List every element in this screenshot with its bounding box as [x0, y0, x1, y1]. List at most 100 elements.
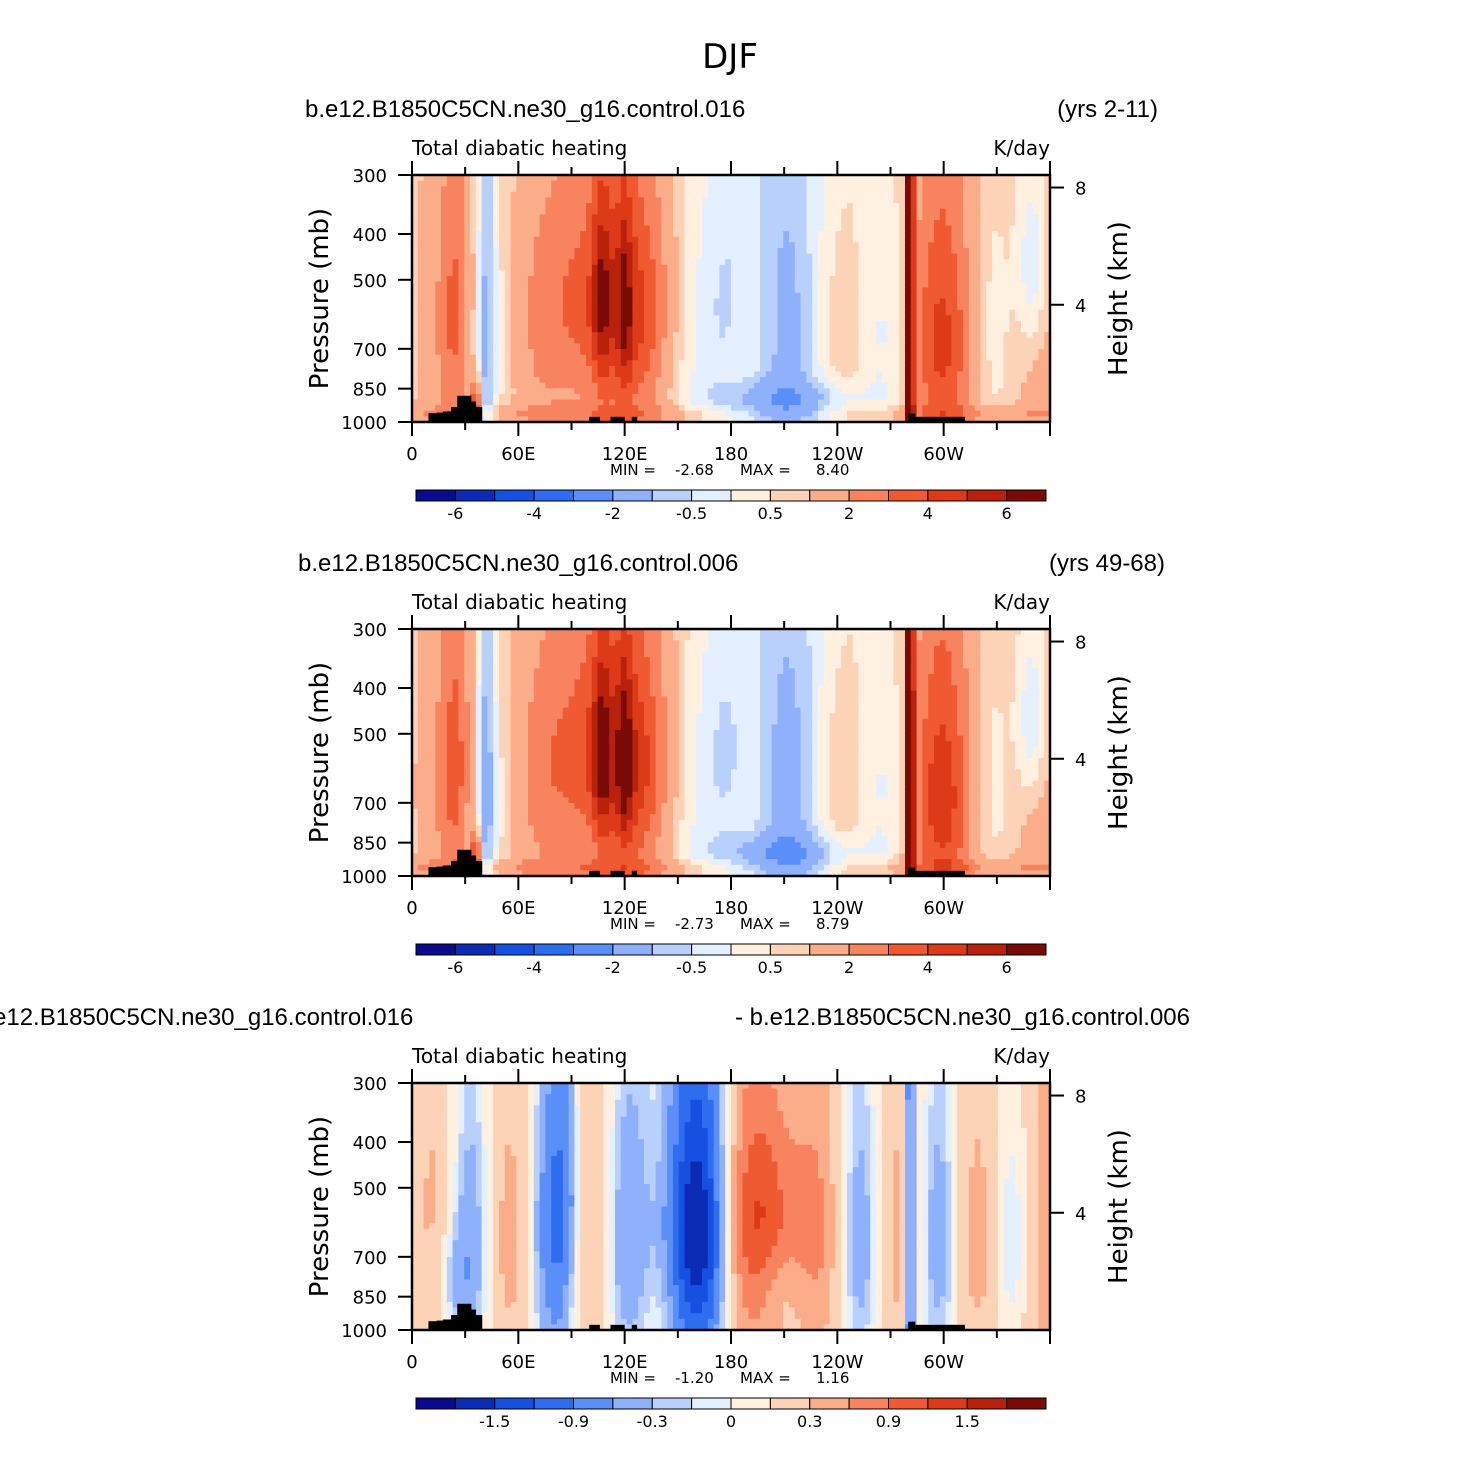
heatmap-cell [951, 355, 957, 361]
heatmap-cell [505, 220, 511, 226]
heatmap-cell [841, 310, 847, 316]
heatmap-cell [656, 186, 662, 192]
heatmap-cell [1021, 276, 1027, 282]
heatmap-cell [980, 282, 986, 288]
heatmap-cell [975, 304, 981, 310]
heatmap-cell [853, 186, 859, 192]
heatmap-cell [522, 394, 528, 400]
heatmap-cell [615, 197, 621, 203]
heatmap-cell [777, 265, 783, 271]
heatmap-cell [824, 192, 830, 198]
heatmap-cell [882, 270, 888, 276]
heatmap-cell [493, 343, 499, 349]
heatmap-cell [830, 411, 836, 417]
heatmap-cell [928, 203, 934, 209]
heatmap-cell [1004, 377, 1010, 383]
heatmap-cell [940, 327, 946, 333]
heatmap-cell [487, 248, 493, 254]
heatmap-cell [940, 388, 946, 394]
heatmap-cell [969, 287, 975, 293]
heatmap-cell [487, 388, 493, 394]
heatmap-cell [435, 214, 441, 220]
heatmap-cell [708, 355, 714, 361]
heatmap-cell [563, 394, 569, 400]
heatmap-cell [806, 214, 812, 220]
heatmap-cell [806, 186, 812, 192]
heatmap-cell [458, 259, 464, 265]
heatmap-cell [429, 371, 435, 377]
heatmap-cell [725, 349, 731, 355]
heatmap-cell [748, 203, 754, 209]
heatmap-cell [748, 192, 754, 198]
heatmap-cell [464, 287, 470, 293]
heatmap-cell [627, 360, 633, 366]
heatmap-cell [615, 248, 621, 254]
heatmap-cell [592, 383, 598, 389]
heatmap-cell [482, 332, 488, 338]
heatmap-cell [922, 214, 928, 220]
heatmap-cell [992, 304, 998, 310]
heatmap-cell [917, 214, 923, 220]
heatmap-cell [464, 371, 470, 377]
heatmap-cell [656, 254, 662, 260]
heatmap-cell [789, 299, 795, 305]
heatmap-cell [864, 400, 870, 406]
heatmap-cell [638, 371, 644, 377]
heatmap-cell [864, 220, 870, 226]
heatmap-cell [946, 203, 952, 209]
heatmap-cell [928, 287, 934, 293]
heatmap-cell [893, 343, 899, 349]
heatmap-cell [980, 293, 986, 299]
heatmap-cell [928, 186, 934, 192]
heatmap-cell [545, 203, 551, 209]
heatmap-cell [801, 220, 807, 226]
heatmap-cell [1038, 394, 1044, 400]
heatmap-cell [760, 197, 766, 203]
heatmap-cell [1027, 214, 1033, 220]
heatmap-cell [511, 259, 517, 265]
heatmap-cell [1038, 293, 1044, 299]
heatmap-cell [563, 237, 569, 243]
heatmap-cell [621, 366, 627, 372]
heatmap-cell [557, 388, 563, 394]
heatmap-cell [818, 366, 824, 372]
heatmap-cell [435, 254, 441, 260]
heatmap-cell [580, 321, 586, 327]
heatmap-cell [980, 304, 986, 310]
heatmap-cell [621, 360, 627, 366]
heatmap-cell [464, 248, 470, 254]
heatmap-cell [557, 287, 563, 293]
heatmap-cell [580, 220, 586, 226]
heatmap-cell [592, 270, 598, 276]
heatmap-cell [708, 181, 714, 187]
heatmap-cell [731, 371, 737, 377]
heatmap-cell [864, 209, 870, 215]
heatmap-cell [621, 242, 627, 248]
heatmap-cell [667, 411, 673, 417]
heatmap-cell [760, 388, 766, 394]
heatmap-cell [673, 349, 679, 355]
heatmap-cell [598, 287, 604, 293]
heatmap-cell [975, 282, 981, 288]
heatmap-cell [424, 360, 430, 366]
heatmap-cell [708, 388, 714, 394]
heatmap-cell [888, 338, 894, 344]
heatmap-cell [748, 287, 754, 293]
heatmap-cell [725, 405, 731, 411]
heatmap-cell [516, 270, 522, 276]
heatmap-cell [1033, 259, 1039, 265]
heatmap-cell [621, 327, 627, 333]
heatmap-cell [667, 405, 673, 411]
heatmap-cell [917, 209, 923, 215]
heatmap-cell [731, 315, 737, 321]
heatmap-cell [789, 237, 795, 243]
heatmap-cell [534, 231, 540, 237]
heatmap-cell [592, 197, 598, 203]
heatmap-cell [528, 181, 534, 187]
heatmap-cell [505, 377, 511, 383]
heatmap-cell [540, 388, 546, 394]
heatmap-cell [458, 332, 464, 338]
heatmap-cell [551, 400, 557, 406]
heatmap-cell [453, 388, 459, 394]
heatmap-cell [899, 265, 905, 271]
